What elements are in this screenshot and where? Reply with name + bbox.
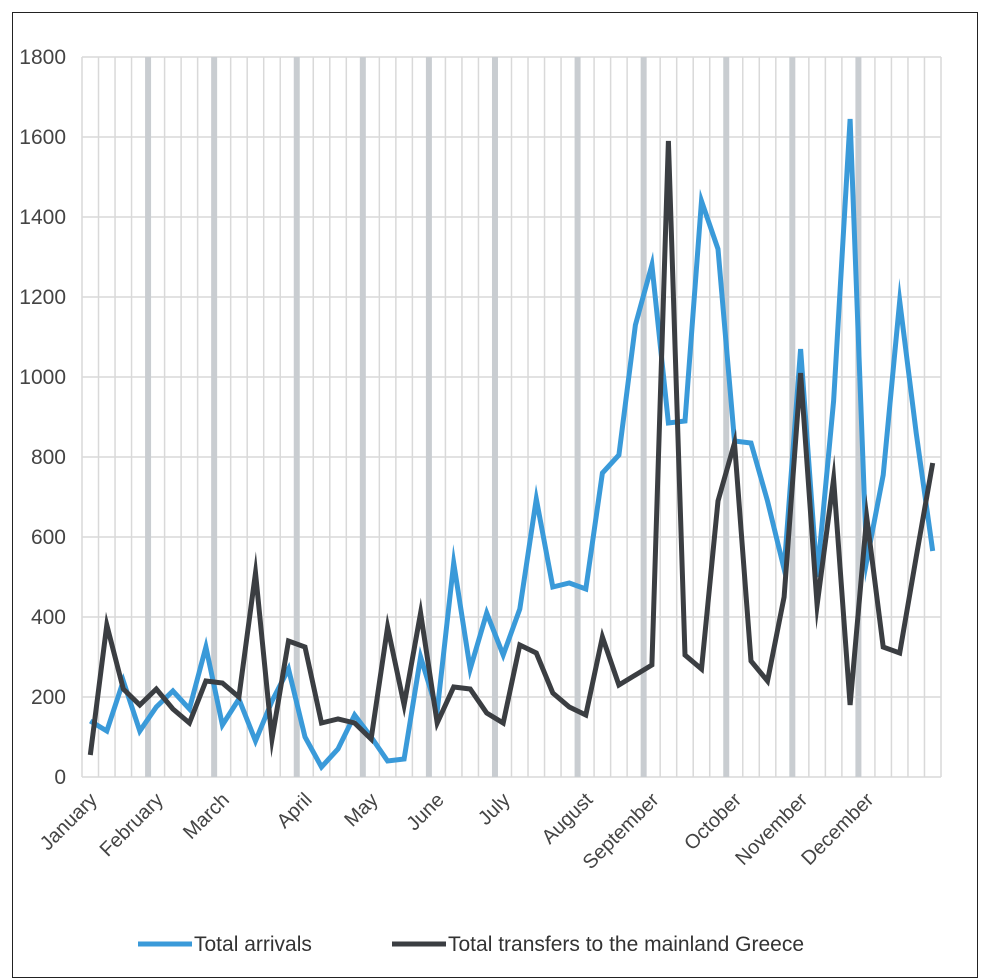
x-tick-label: April [273,789,317,833]
x-tick-label: March [179,789,234,844]
x-tick-label: October [680,789,746,855]
y-tick-label: 0 [54,766,66,789]
x-tick-label: June [402,789,448,835]
x-tick-label: July [474,789,515,830]
x-tick-label: May [340,789,382,831]
y-tick-label: 1000 [19,366,66,389]
y-tick-label: 600 [31,526,66,549]
y-tick-label: 1800 [19,46,66,69]
y-tick-label: 800 [31,446,66,469]
series-lines [87,118,936,772]
x-tick-label: August [538,789,598,849]
grid [81,56,942,778]
y-axis-ticks: 0 200 400 600 800 1000 1200 1400 1600 1800 [19,46,66,789]
x-tick-label: December [797,789,878,870]
y-tick-label: 1400 [19,206,66,229]
legend-label-1: Total arrivals [194,933,312,956]
legend-label-2: Total transfers to the mainland Greece [448,933,804,956]
series-line-2 [87,140,936,758]
y-tick-label: 1200 [19,286,66,309]
y-tick-label: 400 [31,606,66,629]
x-tick-label: February [96,789,168,861]
legend: Total arrivals Total transfers to the mai… [138,933,804,956]
x-tick-label: January [36,789,102,855]
y-tick-label: 200 [31,686,66,709]
y-tick-label: 1600 [19,126,66,149]
